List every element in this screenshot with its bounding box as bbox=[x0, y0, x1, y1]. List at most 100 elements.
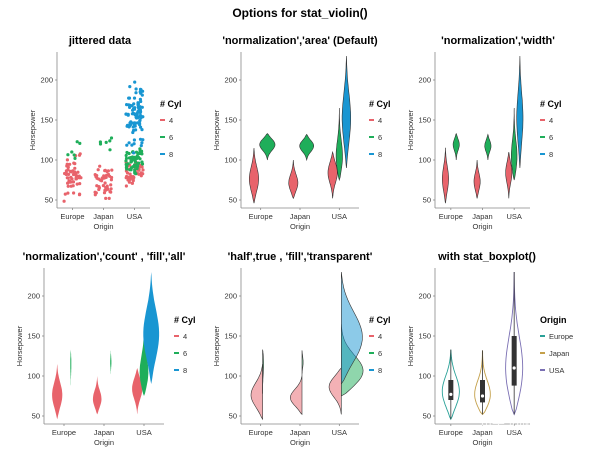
data-point bbox=[134, 172, 138, 176]
data-point bbox=[133, 124, 137, 128]
y-tick-label: 150 bbox=[418, 116, 431, 125]
violin bbox=[442, 147, 449, 204]
data-point bbox=[128, 105, 132, 109]
data-point bbox=[62, 199, 66, 203]
data-point bbox=[94, 191, 98, 195]
y-tick-label: 200 bbox=[418, 76, 431, 85]
data-point bbox=[127, 178, 131, 182]
violin bbox=[327, 150, 338, 199]
y-tick-label: 100 bbox=[418, 156, 431, 165]
x-tick-label: USA bbox=[332, 428, 347, 437]
data-point bbox=[75, 140, 79, 144]
legend-entry: 4 bbox=[169, 116, 173, 125]
data-point bbox=[136, 164, 140, 168]
data-point bbox=[78, 192, 82, 196]
data-point bbox=[79, 176, 83, 180]
violin bbox=[92, 376, 102, 415]
panel-2: 'normalization','area' (Default) 50 100 150… bbox=[212, 35, 391, 231]
data-point bbox=[140, 160, 144, 164]
data-point bbox=[101, 184, 105, 188]
data-point bbox=[63, 192, 67, 196]
data-point bbox=[108, 190, 112, 194]
data-point bbox=[124, 156, 129, 160]
data-point bbox=[74, 177, 78, 181]
violin bbox=[288, 159, 299, 200]
x-tick-label: USA bbox=[127, 212, 142, 221]
legend-entry: 8 bbox=[378, 366, 382, 375]
data-point bbox=[109, 183, 113, 187]
data-point bbox=[129, 120, 133, 124]
panel-title: jittered data bbox=[68, 35, 132, 47]
boxplot-median bbox=[480, 394, 485, 398]
panel-6: with stat_boxplot() 50 100 150 200 Europe Japa… bbox=[406, 251, 573, 447]
y-tick-label: 100 bbox=[224, 156, 237, 165]
data-point bbox=[98, 164, 102, 168]
data-point bbox=[68, 169, 72, 173]
data-point bbox=[139, 91, 143, 95]
x-tick-label: Europe bbox=[439, 212, 463, 221]
data-point bbox=[134, 150, 139, 154]
violin bbox=[143, 272, 160, 384]
data-point bbox=[128, 123, 133, 127]
violin bbox=[335, 107, 343, 182]
x-tick-label: Japan bbox=[472, 428, 492, 437]
data-point bbox=[127, 156, 131, 160]
data-point bbox=[141, 138, 145, 142]
violin bbox=[52, 364, 63, 420]
data-point bbox=[140, 128, 144, 132]
data-point bbox=[97, 187, 101, 192]
data-point bbox=[139, 125, 143, 129]
x-tick-label: Japan bbox=[94, 428, 114, 437]
y-tick-label: 150 bbox=[27, 332, 40, 341]
data-point bbox=[102, 191, 107, 195]
data-point bbox=[136, 156, 140, 160]
data-point bbox=[108, 139, 112, 143]
data-point bbox=[124, 153, 128, 158]
legend-entry: 6 bbox=[169, 133, 173, 142]
data-point bbox=[66, 165, 70, 169]
y-tick-label: 100 bbox=[418, 372, 431, 381]
data-point bbox=[109, 136, 114, 140]
data-point bbox=[100, 176, 104, 180]
data-point bbox=[110, 175, 114, 180]
data-point bbox=[72, 191, 76, 195]
panel-title: with stat_boxplot() bbox=[437, 251, 536, 263]
legend-entry: 4 bbox=[549, 116, 553, 125]
x-tick-label: USA bbox=[332, 212, 347, 221]
legend-entry: 4 bbox=[183, 332, 187, 341]
data-point bbox=[78, 141, 82, 145]
data-point bbox=[65, 162, 69, 166]
data-point bbox=[73, 166, 77, 170]
data-point bbox=[66, 191, 70, 195]
legend-entry: 8 bbox=[169, 150, 173, 159]
data-point bbox=[139, 110, 143, 114]
data-point bbox=[126, 113, 130, 117]
x-tick-label: Europe bbox=[60, 212, 84, 221]
data-point bbox=[132, 151, 136, 155]
x-tick-label: Japan bbox=[93, 212, 113, 221]
data-point bbox=[69, 180, 73, 184]
violin bbox=[328, 367, 342, 415]
y-tick-label: 200 bbox=[224, 76, 237, 85]
data-point bbox=[138, 147, 142, 151]
legend-title: # Cyl bbox=[369, 315, 391, 325]
y-axis-label: Horsepower bbox=[406, 325, 415, 366]
legend-entry: 4 bbox=[378, 332, 382, 341]
data-point bbox=[138, 119, 142, 123]
data-point bbox=[124, 159, 128, 163]
data-point bbox=[68, 162, 72, 166]
x-axis-label: Origin bbox=[94, 438, 114, 447]
panel-4: 'normalization','count' , 'fill','all' 50… bbox=[15, 251, 196, 447]
data-point bbox=[78, 152, 82, 156]
x-axis-label: Origin bbox=[472, 222, 492, 231]
panel-5: 'half',true , 'fill','transparent' 50 100 1… bbox=[212, 251, 391, 447]
data-point bbox=[104, 175, 108, 179]
data-point bbox=[106, 187, 110, 191]
boxplot-median bbox=[512, 366, 516, 370]
data-point bbox=[131, 128, 136, 133]
legend-entry: 8 bbox=[378, 150, 382, 159]
x-axis-label: Origin bbox=[472, 438, 492, 447]
data-point bbox=[125, 171, 130, 175]
violin bbox=[484, 133, 492, 161]
data-point bbox=[70, 150, 74, 154]
